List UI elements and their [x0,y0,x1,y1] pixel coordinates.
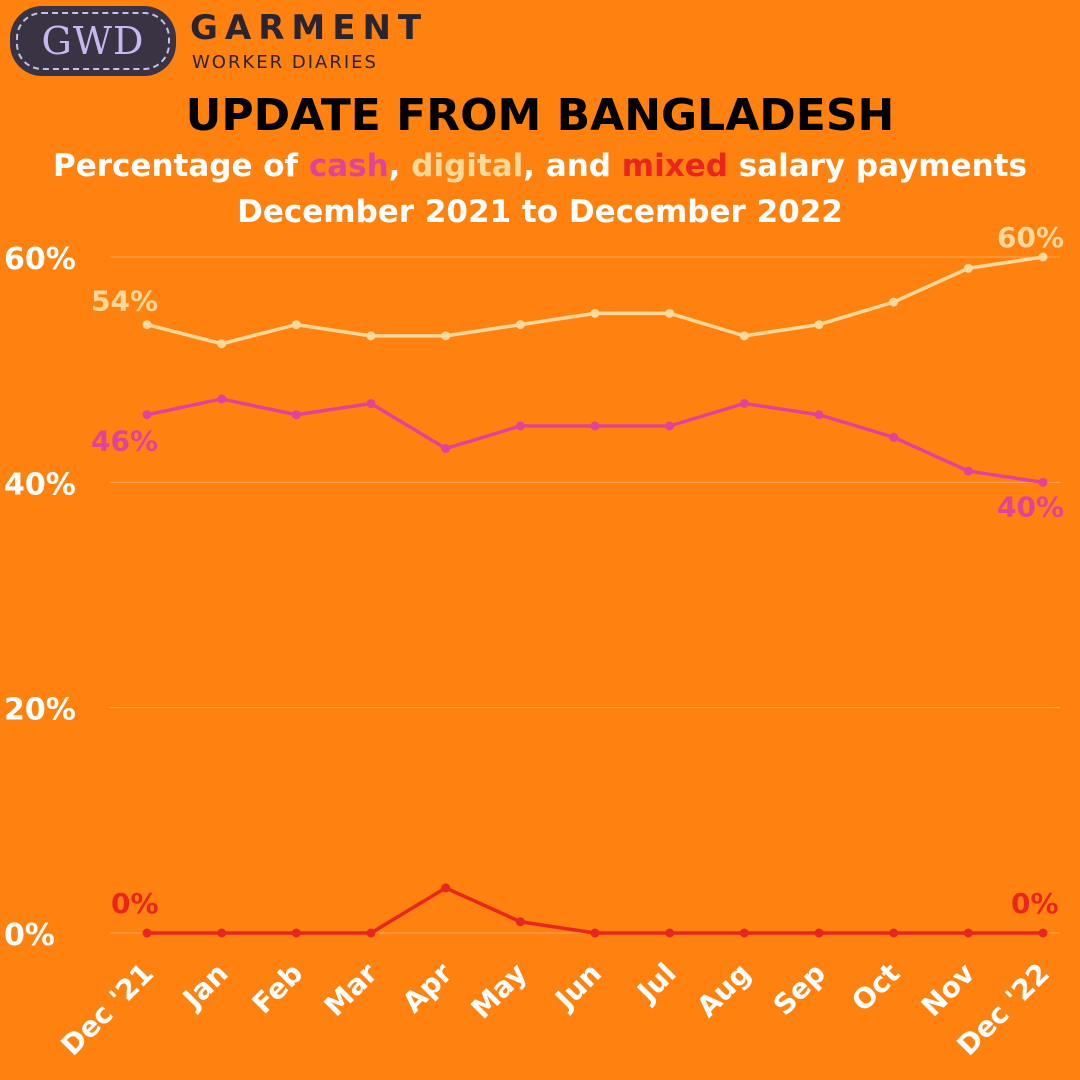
data-point-cash [814,410,824,420]
data-point-mixed [441,883,451,893]
logo-monogram: GWD [41,19,145,63]
x-tick-label: Nov [915,957,981,1023]
data-point-digital [291,320,301,330]
data-point-cash [1038,477,1048,487]
start-value-label-mixed: 0% [111,887,159,920]
data-point-digital [739,331,749,341]
data-point-cash [963,466,973,476]
x-tick-label: Apr [396,956,459,1019]
data-point-cash [590,421,600,431]
x-tick-label: Aug [690,957,757,1024]
data-point-digital [366,331,376,341]
data-point-mixed [1038,928,1048,938]
x-tick-label: Oct [845,957,906,1018]
series-line-cash [146,397,1044,485]
data-point-digital [515,320,525,330]
x-tick-label: Mar [318,956,384,1022]
x-tick-label: Sep [767,957,832,1022]
brand-name: GARMENT [190,8,429,48]
data-point-mixed [217,928,227,938]
data-point-digital [814,320,824,330]
logo-badge: GWD [10,6,176,76]
end-value-label-mixed: 0% [1011,887,1059,920]
data-point-cash [142,410,152,420]
y-tick-label: 0% [4,918,55,953]
subtitle-suffix: salary payments [727,148,1027,184]
x-tick-label: Dec '21 [55,957,160,1062]
subtitle-separator-1: , [388,148,412,184]
x-tick-label: May [465,957,534,1026]
data-point-mixed [889,928,899,938]
y-tick-label: 20% [4,693,76,728]
chart-subtitle-line2: December 2021 to December 2022 [237,194,843,230]
subtitle-cash-keyword: cash [308,148,389,184]
subtitle-mixed-keyword: mixed [621,148,728,184]
data-point-cash [739,398,749,408]
x-tick-label: Jul [630,957,683,1010]
data-point-mixed [814,928,824,938]
series-line-digital [146,255,1044,346]
data-point-mixed [291,928,301,938]
data-point-cash [366,398,376,408]
logo-stitch-border [16,12,170,70]
data-point-digital [889,297,899,307]
data-point-cash [889,432,899,442]
data-point-cash [515,421,525,431]
subtitle-separator-2: , and [523,148,622,184]
subtitle-digital-keyword: digital [411,148,524,184]
start-value-label-digital: 54% [91,285,158,318]
data-point-cash [441,444,451,454]
data-point-digital [590,308,600,318]
x-tick-label: Jun [548,957,608,1017]
data-point-digital [441,331,451,341]
data-point-digital [142,320,152,330]
y-tick-label: 40% [4,467,76,502]
x-tick-label: Feb [246,957,310,1021]
data-point-mixed [739,928,749,938]
y-tick-label: 60% [4,242,76,277]
data-point-digital [217,339,227,349]
page-title: UPDATE FROM BANGLADESH [185,90,895,141]
data-point-mixed [142,928,152,938]
data-point-digital [665,308,675,318]
data-point-digital [1038,252,1048,262]
data-point-mixed [366,928,376,938]
data-point-cash [217,394,227,404]
data-point-cash [665,421,675,431]
series-line-mixed [147,886,1043,935]
end-value-label-cash: 40% [997,490,1064,523]
data-point-mixed [590,928,600,938]
data-point-mixed [515,917,525,927]
data-point-mixed [963,928,973,938]
subtitle-prefix: Percentage of [53,148,309,184]
data-point-mixed [665,928,675,938]
data-point-cash [291,410,301,420]
start-value-label-cash: 46% [91,425,158,458]
end-value-label-digital: 60% [997,221,1064,254]
x-tick-label: Jan [175,957,235,1017]
brand-subname: WORKER DIARIES [192,52,378,73]
chart-subtitle-line1: Percentage of cash, digital, and mixed s… [0,148,1080,184]
data-point-digital [963,263,973,273]
